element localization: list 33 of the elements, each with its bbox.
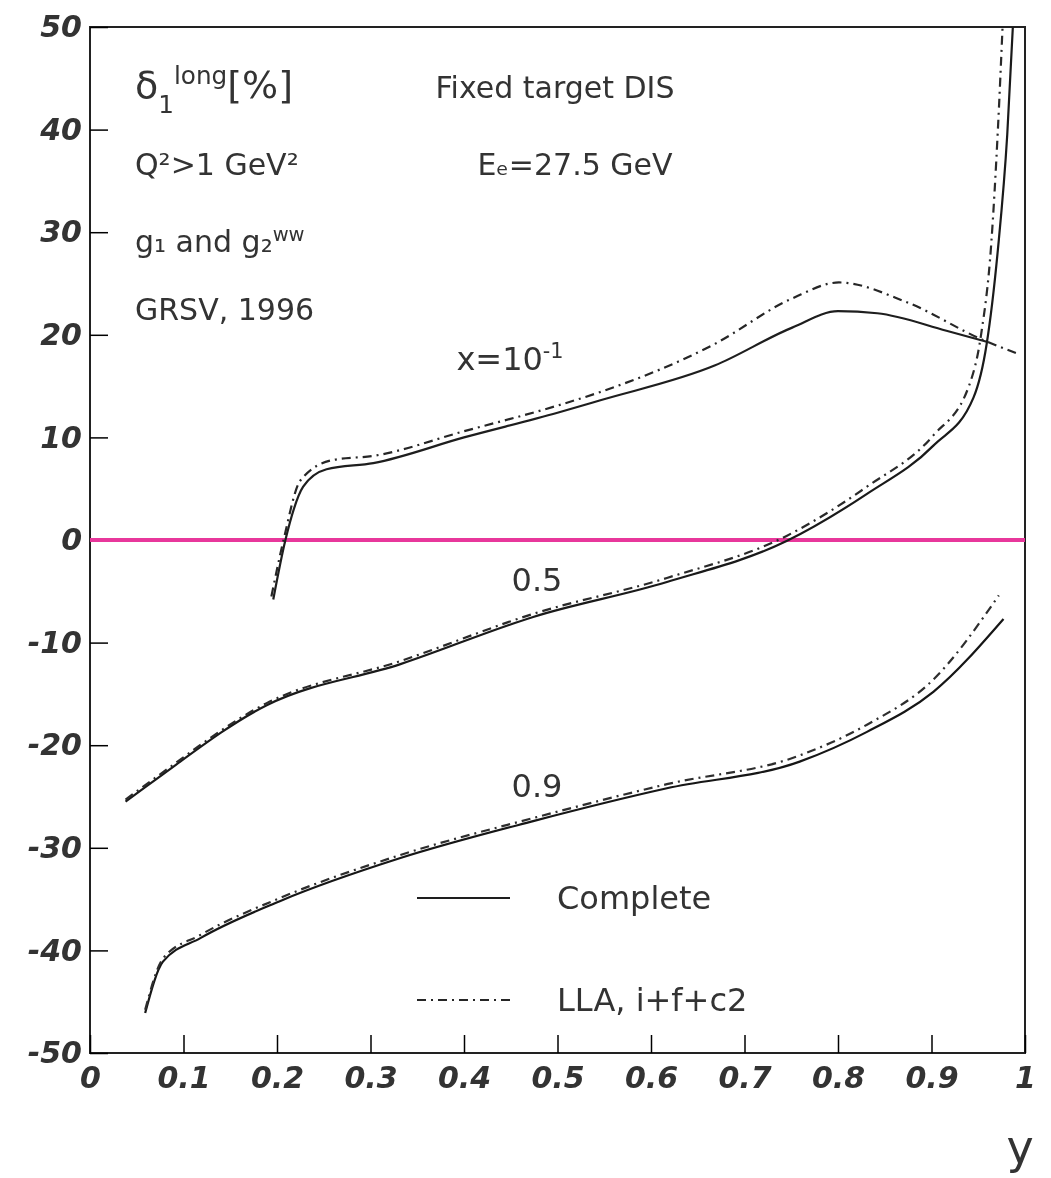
annotation: 0.5	[511, 561, 563, 599]
x-tick-label: 0.9	[905, 1060, 959, 1096]
y-tick-label: 40	[39, 111, 82, 147]
x-tick-label: 0.5	[531, 1060, 585, 1096]
y-tick-label: -40	[27, 932, 82, 968]
x-tick-label: 0.3	[344, 1060, 398, 1096]
y-tick-label: 30	[40, 214, 82, 250]
annotation: Eₑ=27.5 GeV	[477, 147, 674, 182]
legend-label: Complete	[557, 879, 712, 917]
y-tick-label: 10	[40, 419, 82, 455]
x-tick-label: 1	[1015, 1060, 1036, 1096]
x-tick-label: 0.2	[250, 1060, 305, 1096]
annotation: δ$_{1}$$^{long}$[%]	[135, 60, 294, 119]
y-tick-label: -20	[27, 727, 82, 763]
y-tick-label: -50	[27, 1035, 82, 1071]
annotation: g₁ and g₂$^{ww}$	[135, 222, 305, 259]
y-tick-label: -10	[27, 624, 82, 660]
y-tick-label: 0	[61, 522, 82, 558]
legend-label: LLA, i+f+c2	[557, 981, 748, 1019]
annotation: x=10$^{-1}$	[456, 339, 564, 378]
y-tick-label: -30	[27, 829, 82, 865]
x-tick-label: 0.4	[437, 1060, 492, 1096]
x-tick-label: 0.1	[157, 1060, 211, 1096]
annotation: 0.9	[511, 767, 563, 805]
x-axis-title: y	[1006, 1120, 1034, 1174]
x-tick-label: 0.6	[624, 1060, 679, 1096]
y-tick-label: 50	[40, 9, 82, 45]
x-tick-label: 0.8	[811, 1060, 866, 1096]
annotation: Q²>1 GeV²	[135, 147, 299, 182]
annotation: GRSV, 1996	[135, 292, 315, 327]
x-tick-label: 0.7	[718, 1060, 772, 1096]
annotation: Fixed target DIS	[435, 70, 675, 105]
y-tick-label: 20	[40, 316, 82, 352]
